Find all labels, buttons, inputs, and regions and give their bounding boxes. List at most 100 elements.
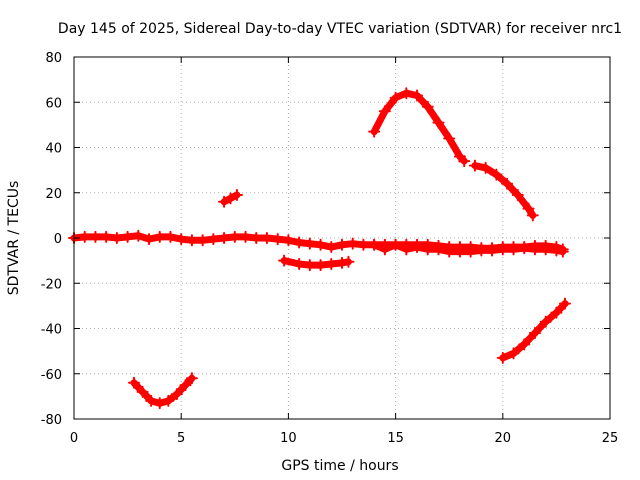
data-point — [490, 168, 503, 181]
series-line-arc-afternoon-peak — [370, 89, 468, 165]
data-point — [539, 315, 552, 328]
data-point — [89, 230, 102, 243]
data-point — [368, 125, 381, 138]
data-point — [479, 161, 492, 174]
y-tick-label: 60 — [45, 96, 62, 111]
y-tick-label: -20 — [41, 277, 62, 292]
data-point — [325, 241, 338, 254]
data-point — [314, 259, 327, 272]
data-point — [411, 89, 424, 102]
data-point — [357, 238, 370, 251]
data-point — [511, 189, 524, 202]
tick-marks — [73, 56, 611, 420]
x-tick-labels: 0 5 10 15 20 25 — [70, 431, 618, 446]
data-point — [368, 238, 381, 251]
data-point — [230, 189, 243, 202]
x-tick-label: 20 — [495, 431, 512, 446]
data-point — [432, 243, 445, 256]
data-point — [153, 230, 166, 243]
data-point — [260, 232, 273, 244]
data-point — [325, 258, 338, 271]
data-point — [389, 91, 402, 104]
x-tick-label: 25 — [602, 431, 619, 446]
data-point — [468, 159, 481, 172]
data-point — [464, 245, 477, 258]
data-point — [314, 238, 327, 251]
x-tick-label: 5 — [177, 431, 185, 446]
data-point — [501, 177, 514, 190]
data-point — [518, 242, 531, 255]
y-tick-label: -40 — [41, 323, 62, 338]
data-point — [389, 238, 402, 251]
data-point — [132, 229, 145, 242]
data-point — [153, 397, 166, 410]
data-point — [556, 245, 569, 258]
data-point — [136, 385, 149, 398]
data-point — [336, 256, 348, 269]
data-point — [550, 244, 563, 257]
y-tick-label: 20 — [45, 187, 62, 202]
data-point — [303, 237, 316, 250]
data-point — [282, 234, 295, 247]
data-point — [378, 243, 391, 256]
data-point — [207, 233, 220, 246]
data-point — [185, 372, 198, 385]
data-point — [342, 255, 355, 268]
y-tick-label: 40 — [45, 142, 62, 157]
y-tick-label: -60 — [41, 368, 62, 383]
data-point — [271, 233, 284, 246]
data-point — [539, 243, 552, 256]
data-point — [224, 192, 237, 205]
data-point — [400, 243, 413, 256]
data-point — [346, 237, 359, 250]
data-point — [336, 238, 348, 251]
data-point — [145, 394, 158, 407]
data-point — [400, 87, 413, 100]
data-point — [496, 351, 509, 364]
data-point — [239, 230, 252, 243]
data-point — [528, 243, 541, 256]
data-point — [507, 243, 520, 256]
data-point — [196, 234, 209, 247]
data-point — [411, 241, 424, 254]
data-point — [522, 202, 535, 215]
y-tick-label: 80 — [45, 51, 62, 66]
data-point — [228, 230, 241, 243]
data-point — [100, 230, 113, 243]
data-point — [550, 306, 563, 319]
x-tick-label: 15 — [387, 431, 404, 446]
data-point — [443, 132, 456, 145]
data-point — [518, 338, 531, 351]
data-point — [453, 245, 466, 258]
data-point — [278, 254, 291, 267]
data-point — [421, 243, 434, 256]
y-tick-label: 0 — [54, 232, 62, 247]
y-tick-label: -80 — [41, 413, 62, 428]
data-point — [458, 155, 471, 168]
x-tick-label: 0 — [70, 431, 78, 446]
data-point — [164, 230, 177, 243]
data-point — [443, 245, 456, 258]
data-point — [558, 297, 571, 310]
data-point — [218, 232, 231, 244]
data-point — [170, 388, 183, 401]
y-axis-label: SDTVAR / TECUs — [6, 181, 22, 296]
data-point — [507, 347, 520, 360]
data-point — [432, 116, 445, 129]
data-point — [110, 232, 123, 244]
data-point — [179, 379, 192, 392]
data-point — [128, 376, 141, 389]
y-tick-labels: -80 -60 -40 -20 0 20 40 60 80 — [41, 51, 62, 428]
data-point — [378, 105, 391, 118]
data-point — [175, 233, 188, 246]
data-point — [185, 234, 198, 247]
data-point — [475, 244, 488, 257]
chart-title: Day 145 of 2025, Sidereal Day-to-day VTE… — [58, 21, 622, 37]
data-point — [162, 394, 175, 407]
data-point — [250, 232, 263, 244]
data-point — [293, 236, 306, 249]
data-point — [528, 327, 541, 340]
data-point — [293, 258, 306, 271]
data-point — [421, 100, 434, 113]
